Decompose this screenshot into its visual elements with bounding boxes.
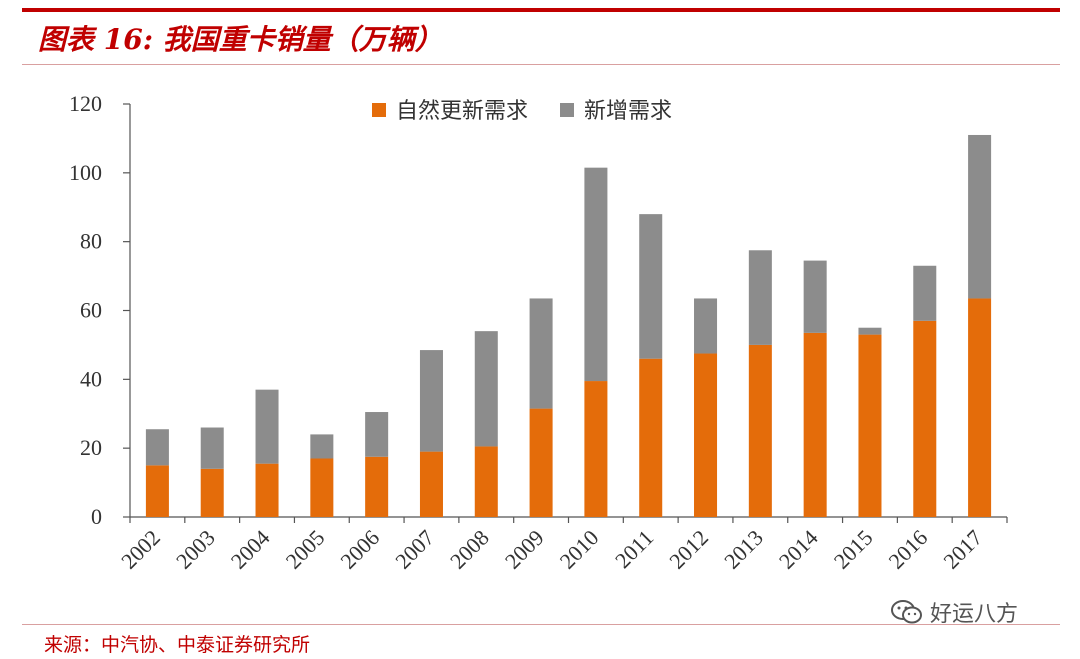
- bar-new-2015: [858, 327, 882, 335]
- x-tick-label: 2008: [445, 525, 494, 574]
- x-tick-label: 2003: [171, 525, 220, 574]
- bar-natural-2010: [584, 381, 608, 517]
- watermark: 好运八方: [890, 596, 1018, 628]
- bar-natural-2011: [639, 358, 663, 517]
- bar-new-2012: [694, 298, 718, 354]
- bar-new-2006: [365, 412, 389, 457]
- bar-natural-2015: [858, 334, 882, 517]
- bar-new-2014: [803, 260, 827, 333]
- wechat-icon: [891, 600, 922, 624]
- bar-new-2003: [200, 427, 224, 469]
- bar-new-2002: [145, 429, 169, 466]
- legend-swatch-natural: [372, 103, 386, 117]
- bar-natural-2002: [145, 465, 169, 517]
- bar-new-2011: [639, 214, 663, 359]
- bar-natural-2017: [968, 298, 992, 517]
- y-tick-label: 60: [80, 298, 102, 323]
- x-tick-label: 2002: [116, 525, 165, 574]
- bar-new-2010: [584, 167, 608, 382]
- y-tick-label: 120: [69, 91, 102, 116]
- x-tick-label: 2010: [555, 525, 604, 574]
- bar-new-2005: [310, 434, 334, 459]
- bar-natural-2009: [529, 408, 553, 517]
- y-tick-label: 40: [80, 366, 102, 391]
- legend-label-natural: 自然更新需求: [396, 99, 528, 124]
- bar-natural-2013: [748, 344, 772, 517]
- chart-title: 图表 16: 我国重卡销量（万辆）: [38, 23, 443, 56]
- bar-new-2013: [748, 250, 772, 345]
- x-tick-label: 2017: [938, 525, 987, 574]
- bar-natural-2016: [913, 320, 937, 517]
- x-tick-label: 2011: [610, 525, 658, 573]
- y-tick-label: 100: [69, 160, 102, 185]
- bar-natural-2005: [310, 458, 334, 517]
- legend-swatch-new: [560, 103, 574, 117]
- source-note: 来源：中汽协、中泰证券研究所: [44, 634, 311, 656]
- x-tick-label: 2007: [390, 525, 439, 574]
- legend-label-new: 新增需求: [584, 99, 672, 124]
- header-divider: [22, 64, 1060, 65]
- x-tick-label: 2014: [774, 525, 823, 574]
- bar-new-2008: [474, 331, 498, 447]
- bar-new-2004: [255, 389, 279, 464]
- bar-new-2017: [968, 134, 992, 299]
- y-tick-label: 20: [80, 435, 102, 460]
- bar-natural-2007: [419, 451, 443, 517]
- y-tick-label: 80: [80, 229, 102, 254]
- bar-natural-2003: [200, 468, 224, 517]
- x-tick-label: 2006: [335, 525, 384, 574]
- watermark-text: 好运八方: [930, 602, 1019, 627]
- x-tick-label: 2009: [500, 525, 549, 574]
- bar-natural-2008: [474, 446, 498, 517]
- x-tick-label: 2013: [719, 525, 768, 574]
- bar-natural-2004: [255, 463, 279, 517]
- x-tick-label: 2004: [226, 525, 275, 574]
- y-tick-label: 0: [91, 504, 102, 529]
- bar-natural-2006: [365, 456, 389, 517]
- x-tick-label: 2016: [884, 525, 933, 574]
- footer-divider: [22, 624, 1060, 625]
- bar-new-2007: [419, 350, 443, 452]
- x-tick-label: 2005: [281, 525, 330, 574]
- x-tick-label: 2012: [664, 525, 713, 574]
- x-tick-label: 2015: [829, 525, 878, 574]
- top-rule: [22, 8, 1060, 12]
- bar-natural-2012: [694, 353, 718, 517]
- bar-new-2016: [913, 265, 937, 321]
- bar-new-2009: [529, 298, 553, 409]
- bar-natural-2014: [803, 332, 827, 517]
